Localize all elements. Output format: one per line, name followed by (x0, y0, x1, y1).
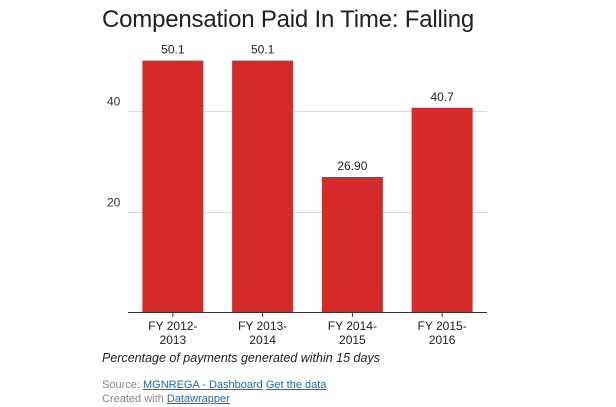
bar (232, 60, 294, 312)
source-line: Source: MGNREGA - Dashboard Get the data (102, 378, 326, 392)
created-prefix: Created with (102, 393, 164, 405)
source-link[interactable]: MGNREGA - Dashboard (142, 379, 263, 391)
chart-footer: Source: MGNREGA - Dashboard Get the data… (102, 378, 326, 406)
chart-notes: Percentage of payments generated within … (102, 351, 380, 365)
x-tick-label: FY 2014-2015 (328, 319, 377, 347)
get-data-link[interactable]: Get the data (265, 379, 327, 391)
credit-line: Created with Datawrapper (102, 392, 326, 406)
source-prefix: Source: (102, 379, 140, 391)
bar (321, 177, 383, 312)
chart-title: Compensation Paid In Time: Falling (102, 6, 475, 33)
x-tick-label: FY 2012-2013 (148, 319, 197, 347)
bar (142, 60, 204, 312)
value-label: 50.1 (161, 43, 185, 57)
bar (411, 107, 473, 312)
x-tick-label: FY 2013-2014 (238, 319, 287, 347)
x-tick-label: FY 2015-2016 (418, 319, 467, 347)
bar-chart: 20 40 50.1 FY 2012-2013 50.1 FY 2013-2014 26.9… (107, 43, 487, 347)
y-tick-label: 40 (107, 95, 121, 109)
value-label: 50.1 (251, 43, 275, 57)
value-label: 40.7 (430, 90, 454, 104)
y-tick-label: 20 (107, 196, 121, 210)
value-label: 26.90 (337, 159, 367, 173)
datawrapper-link[interactable]: Datawrapper (166, 393, 230, 405)
